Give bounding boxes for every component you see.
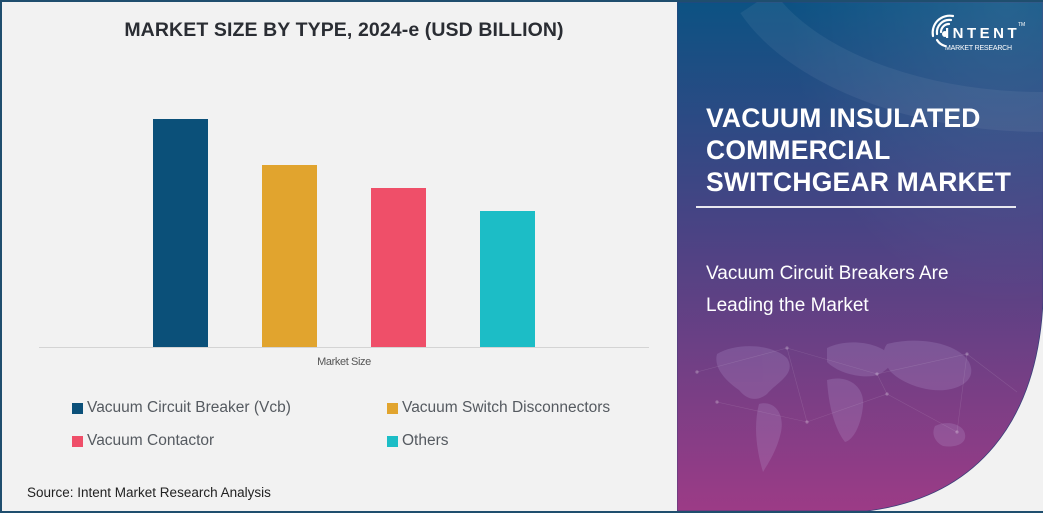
bar-vacuum-circuit-breaker — [153, 119, 208, 348]
report-headline: Vacuum Circuit Breakers Are Leading the … — [706, 258, 1026, 322]
legend-swatch-icon — [72, 402, 83, 414]
bar-vacuum-contactor — [371, 188, 426, 348]
logo-trademark: TM — [1018, 22, 1026, 28]
headline-line: Leading the Market — [706, 295, 869, 316]
legend-swatch-icon — [72, 435, 83, 447]
logo-wordmark: INTENT — [945, 25, 1021, 42]
legend-label: Vacuum Contactor — [87, 432, 215, 449]
legend-item-others: Others — [387, 432, 449, 450]
plot-area — [39, 62, 649, 348]
legend-label: Vacuum Circuit Breaker (Vcb) — [87, 399, 291, 416]
network-lines-decoration — [696, 347, 1018, 433]
legend-swatch-icon — [387, 402, 398, 414]
report-title-line: SWITCHGEAR MARKET — [706, 167, 1012, 197]
source-note: Source: Intent Market Research Analysis — [27, 485, 271, 500]
legend-label: Vacuum Switch Disconnectors — [402, 399, 611, 416]
legend-item-vacuum-switch-disconnectors: Vacuum Switch Disconnectors — [387, 399, 610, 417]
bar-others — [480, 211, 535, 348]
x-axis-line — [39, 347, 649, 348]
report-cover-panel: INTENT TM MARKET RESEARCH VACUUM INSULAT… — [677, 2, 1043, 511]
intent-logo-icon — [931, 14, 955, 48]
world-map-decoration — [716, 340, 972, 472]
chart-title: MARKET SIZE BY TYPE, 2024-e (USD BILLION… — [124, 19, 564, 41]
title-divider — [696, 206, 1016, 208]
legend-item-vacuum-circuit-breaker: Vacuum Circuit Breaker (Vcb) — [72, 399, 291, 417]
legend-swatch-icon — [387, 435, 398, 447]
x-axis-label: Market Size — [317, 356, 371, 368]
report-title-line: VACUUM INSULATED — [706, 103, 981, 133]
headline-line: Vacuum Circuit Breakers Are — [706, 263, 949, 284]
report-title: VACUUM INSULATED COMMERCIAL SWITCHGEAR M… — [706, 102, 1026, 198]
cover-background — [677, 2, 1043, 511]
logo-subtitle: MARKET RESEARCH — [945, 45, 1012, 52]
bar-vacuum-switch-disconnectors — [262, 165, 317, 348]
report-title-line: COMMERCIAL — [706, 135, 891, 165]
legend-label: Others — [402, 432, 449, 449]
legend-item-vacuum-contactor: Vacuum Contactor — [72, 432, 214, 450]
